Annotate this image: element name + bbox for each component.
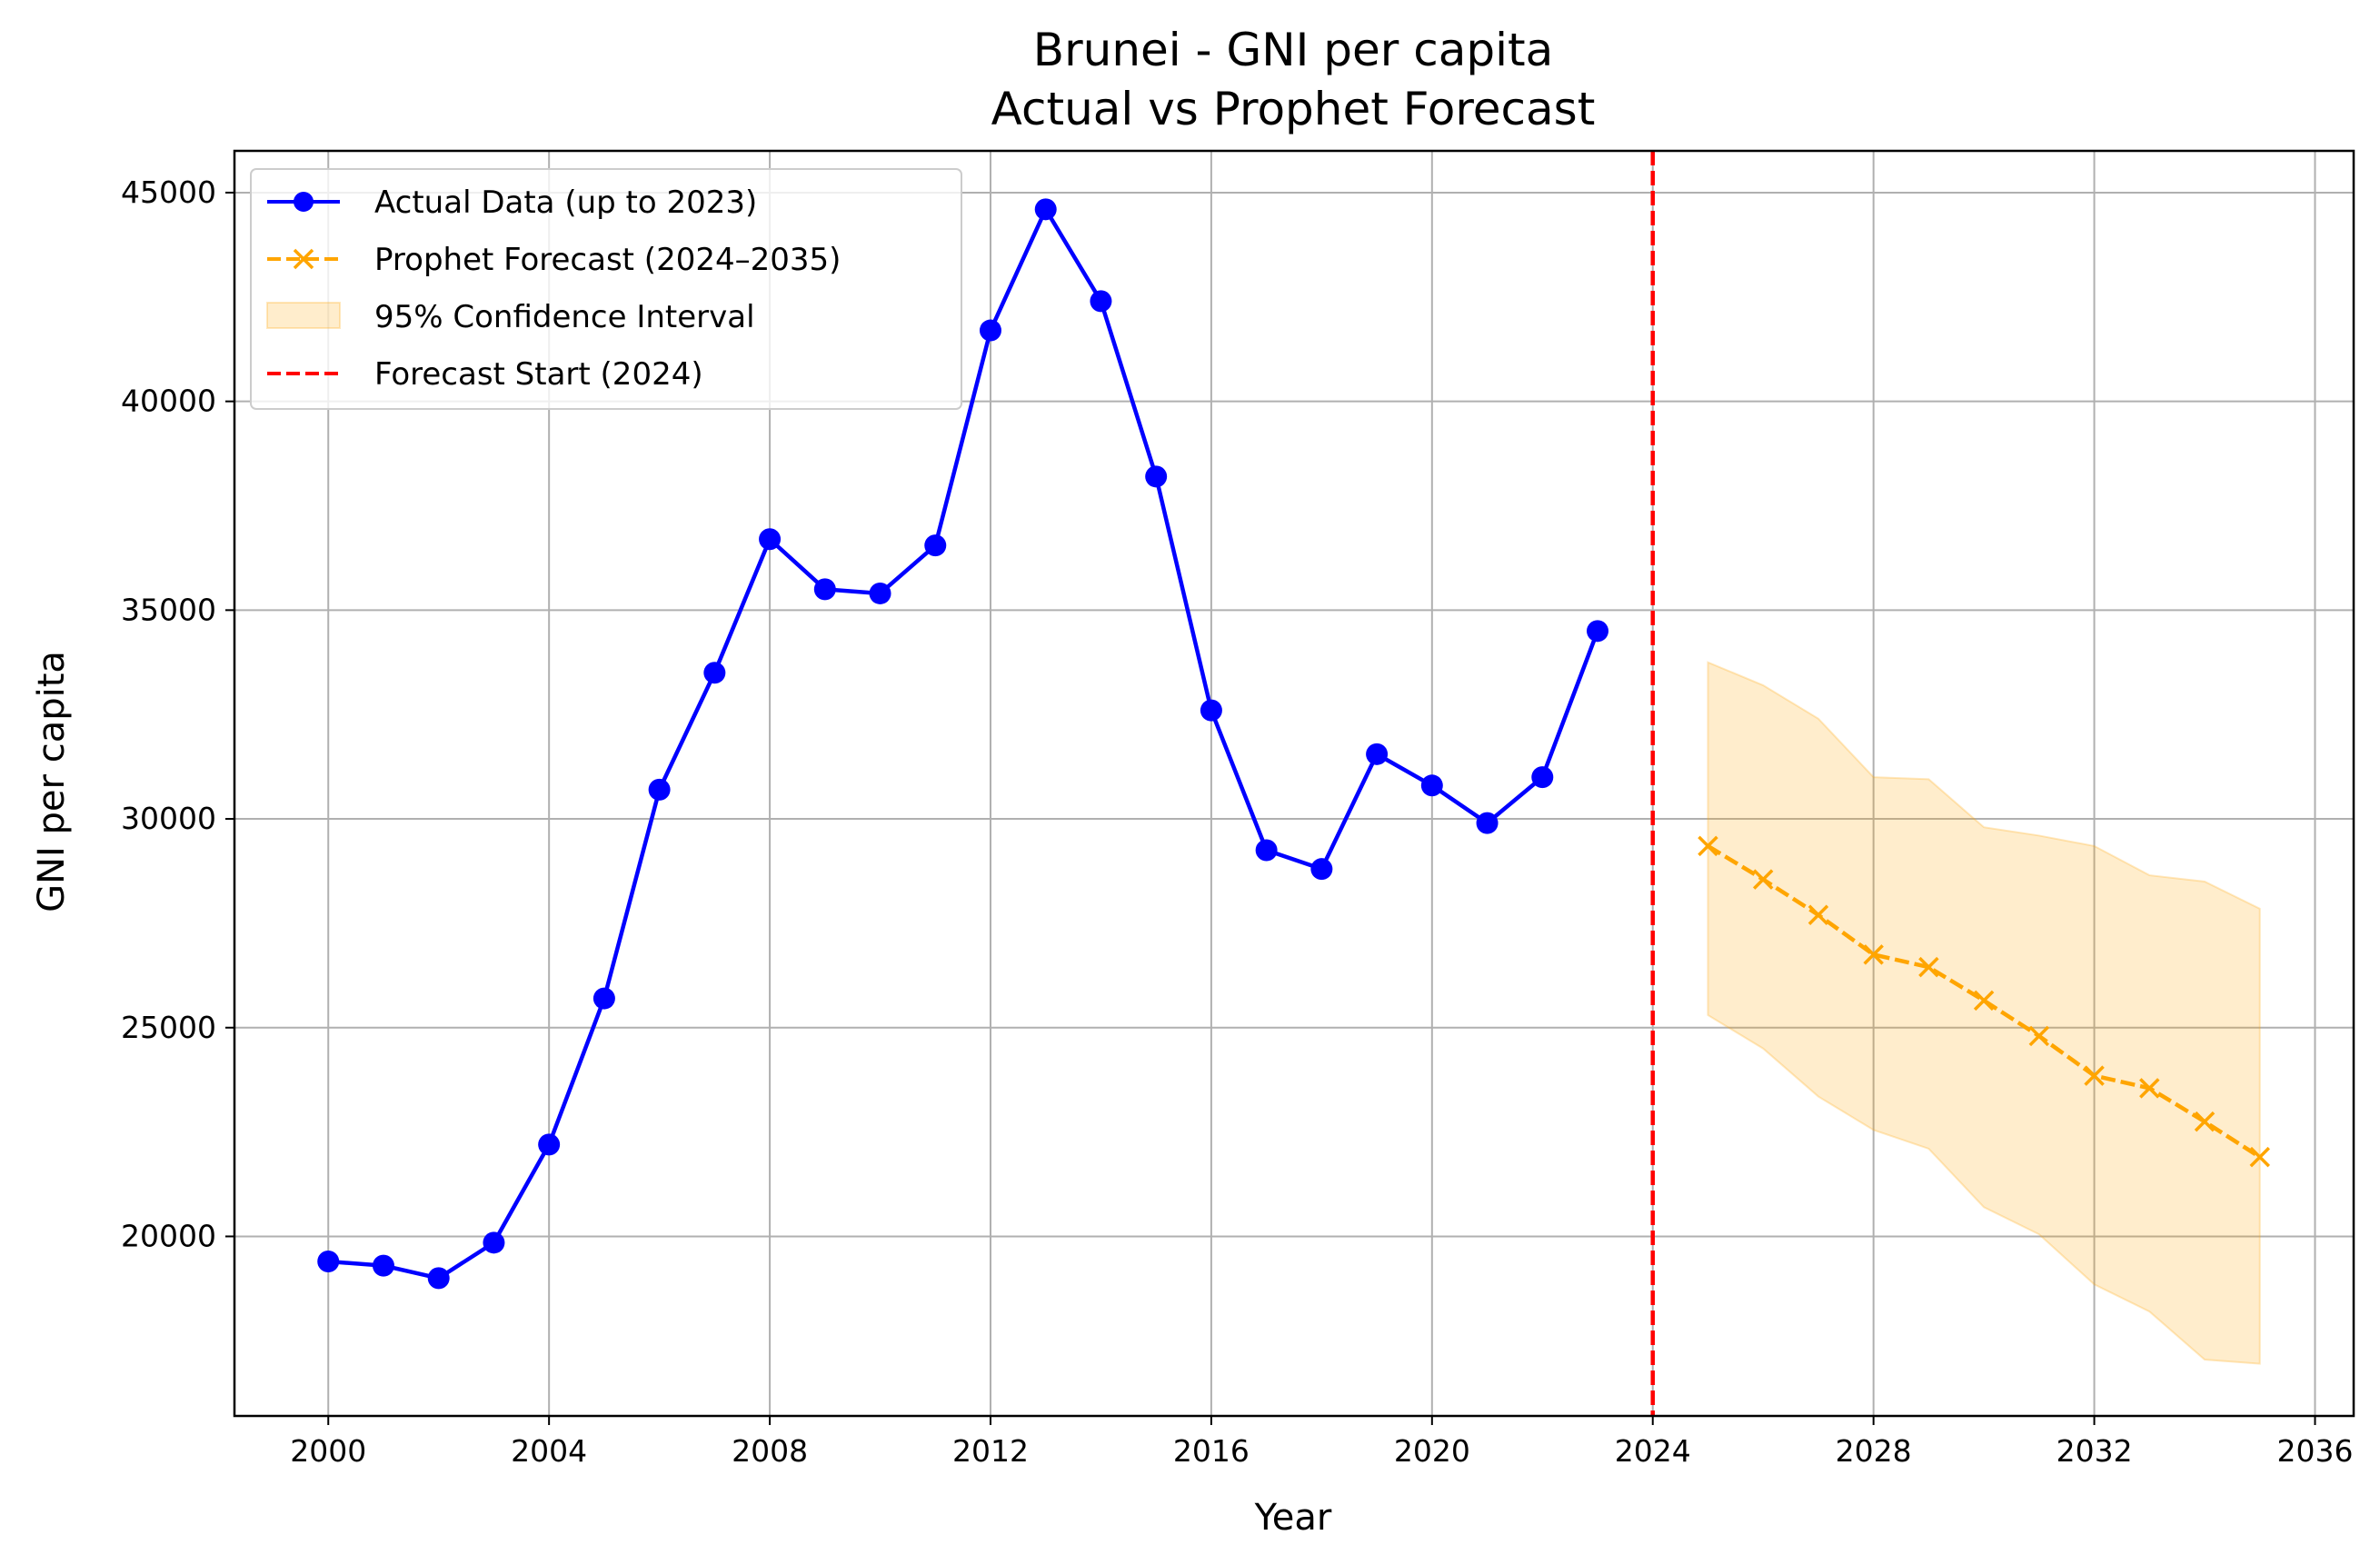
x-tick-label: 2036: [2276, 1433, 2353, 1469]
actual-data-point: [1366, 743, 1389, 765]
forecast-data-point: [1973, 990, 1995, 1012]
actual-data-point: [869, 582, 891, 604]
legend-actual-label: Actual Data (up to 2023): [374, 184, 757, 221]
forecast-data-point: [1918, 956, 1939, 978]
legend-frame: [250, 168, 962, 410]
actual-data-point: [317, 1251, 340, 1273]
x-tick-label: 2028: [1836, 1433, 1912, 1469]
x-tick-label: 2004: [511, 1433, 587, 1469]
legend-vline-label: Forecast Start (2024): [374, 356, 703, 393]
actual-data-point: [1531, 766, 1554, 789]
x-tick-label: 2020: [1394, 1433, 1470, 1469]
legend-forecast-marker: [293, 248, 314, 270]
actual-data-point: [1587, 620, 1609, 643]
legend-forecast-label: Prophet Forecast (2024–2035): [374, 242, 841, 278]
actual-data-point: [703, 662, 726, 684]
forecast-data-point: [1698, 835, 1718, 857]
forecast-data-point: [2194, 1111, 2216, 1132]
chart-title: Brunei - GNI per capita: [1033, 24, 1553, 76]
forecast-data-point: [2139, 1078, 2160, 1099]
x-tick-label: 2016: [1173, 1433, 1250, 1469]
actual-data-point: [1090, 290, 1112, 313]
actual-data-point: [648, 778, 671, 801]
x-tick-label: 2008: [732, 1433, 808, 1469]
chart-subtitle: Actual vs Prophet Forecast: [991, 83, 1596, 135]
y-tick-label: 40000: [121, 384, 216, 419]
legend-ci-label: 95% Confidence Interval: [374, 299, 755, 335]
legend: Actual Data (up to 2023) Prophet Forecas…: [250, 168, 962, 410]
actual-data-point: [538, 1133, 561, 1156]
actual-data-point: [924, 534, 947, 557]
actual-data-point: [593, 987, 615, 1010]
actual-data-point: [1200, 699, 1222, 722]
actual-data-point: [427, 1267, 450, 1290]
actual-data-point: [1034, 198, 1057, 221]
confidence-band: [1707, 661, 2261, 1365]
y-tick-label: 20000: [121, 1218, 216, 1253]
actual-data-point: [1145, 465, 1168, 488]
legend-ci-swatch: [266, 302, 341, 329]
y-tick-label: 30000: [121, 801, 216, 836]
axes-layer: [233, 149, 2355, 1418]
x-tick-label: 2024: [1615, 1433, 1691, 1469]
y-tick-label: 35000: [121, 592, 216, 627]
confidence-band-layer: [1707, 661, 2261, 1365]
actual-data-point: [1420, 774, 1443, 797]
forecast-data-point: [1752, 869, 1774, 890]
actual-data-point: [372, 1254, 394, 1277]
series-layer: [317, 198, 2270, 1290]
x-axis-label: Year: [1254, 1497, 1332, 1539]
x-tick-label: 2000: [290, 1433, 366, 1469]
actual-data-point: [1310, 858, 1333, 881]
ticks-layer: 2000 2004 2008 2012 2016 2020 2024 2028 2032 2036…: [121, 174, 2353, 1469]
forecast-data-point: [2028, 1025, 2050, 1047]
y-tick-label: 45000: [121, 174, 216, 210]
forecast-data-point: [1807, 904, 1829, 925]
actual-data-point: [979, 319, 1001, 342]
actual-data-point: [759, 528, 782, 551]
forecast-data-point: [1863, 944, 1884, 965]
forecast-series-line: [1707, 843, 2261, 1160]
legend-actual-marker: [294, 192, 314, 212]
actual-data-point: [813, 578, 836, 601]
actual-data-point: [1476, 812, 1499, 834]
y-tick-label: 25000: [121, 1010, 216, 1045]
actual-data-point: [483, 1231, 505, 1254]
forecast-data-point: [2249, 1146, 2270, 1168]
plot-frame: [233, 149, 2355, 1418]
forecast-data-point: [2084, 1065, 2105, 1086]
x-tick-label: 2012: [952, 1433, 1029, 1469]
x-tick-label: 2032: [2056, 1433, 2133, 1469]
actual-data-point: [1255, 839, 1278, 862]
y-axis-label: GNI per capita: [31, 651, 73, 912]
